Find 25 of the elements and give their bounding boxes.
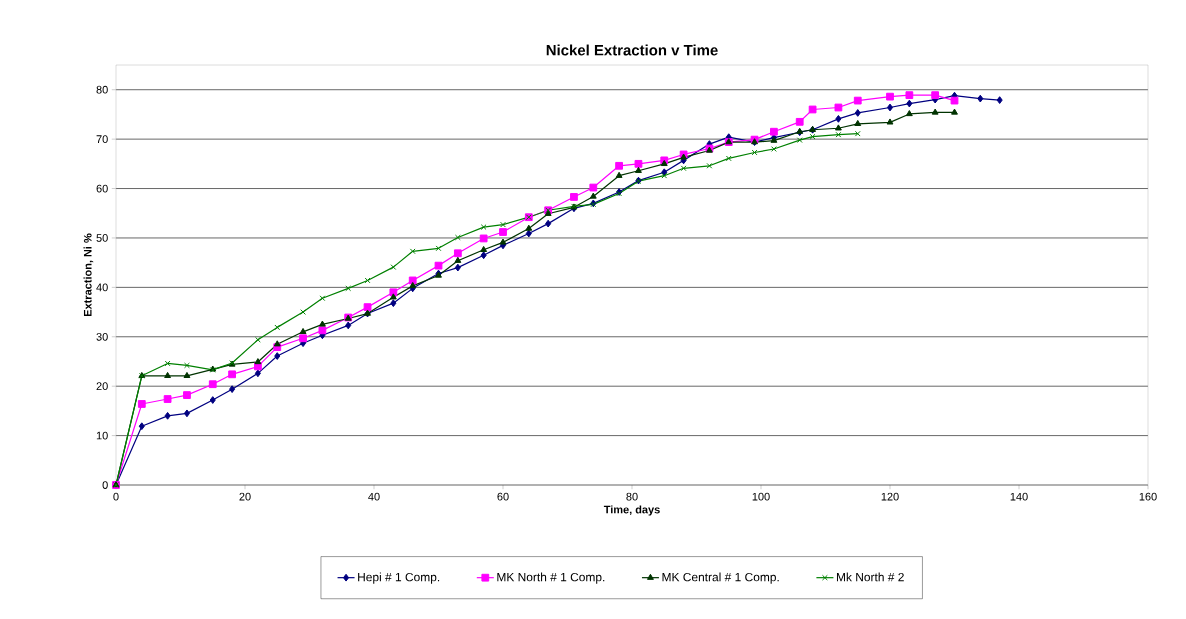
x-tick-label: 60 bbox=[497, 492, 509, 501]
x-tick-label: 160 bbox=[1139, 492, 1157, 501]
legend-label: MK North # 1 Comp. bbox=[497, 572, 605, 584]
y-tick-label: 80 bbox=[96, 85, 108, 94]
x-tick-label: 40 bbox=[368, 492, 380, 501]
legend-label: Hepi # 1 Comp. bbox=[358, 572, 440, 584]
legend-label: Mk North # 2 bbox=[836, 572, 904, 582]
x-axis-title: Time, days bbox=[603, 505, 660, 516]
y-tick-label: 20 bbox=[96, 382, 108, 391]
x-tick-label: 80 bbox=[626, 492, 638, 501]
y-tick-label: 30 bbox=[96, 332, 108, 341]
x-tick-label: 0 bbox=[113, 492, 119, 501]
x-tick-label: 20 bbox=[239, 492, 251, 501]
y-tick-label: 0 bbox=[102, 481, 108, 489]
y-tick-label: 40 bbox=[96, 283, 108, 292]
y-tick-label: 60 bbox=[96, 184, 108, 193]
y-tick-label: 50 bbox=[96, 234, 108, 242]
x-tick-label: 100 bbox=[752, 492, 770, 501]
y-tick-label: 10 bbox=[96, 431, 108, 440]
legend-label: MK Central # 1 Comp. bbox=[662, 572, 779, 584]
y-tick-label: 70 bbox=[96, 135, 108, 144]
x-tick-label: 140 bbox=[1010, 492, 1028, 501]
x-tick-label: 120 bbox=[881, 492, 899, 501]
chart-title: Nickel Extraction v Time bbox=[546, 44, 718, 56]
y-axis-title: Extraction, Ni % bbox=[83, 233, 94, 316]
